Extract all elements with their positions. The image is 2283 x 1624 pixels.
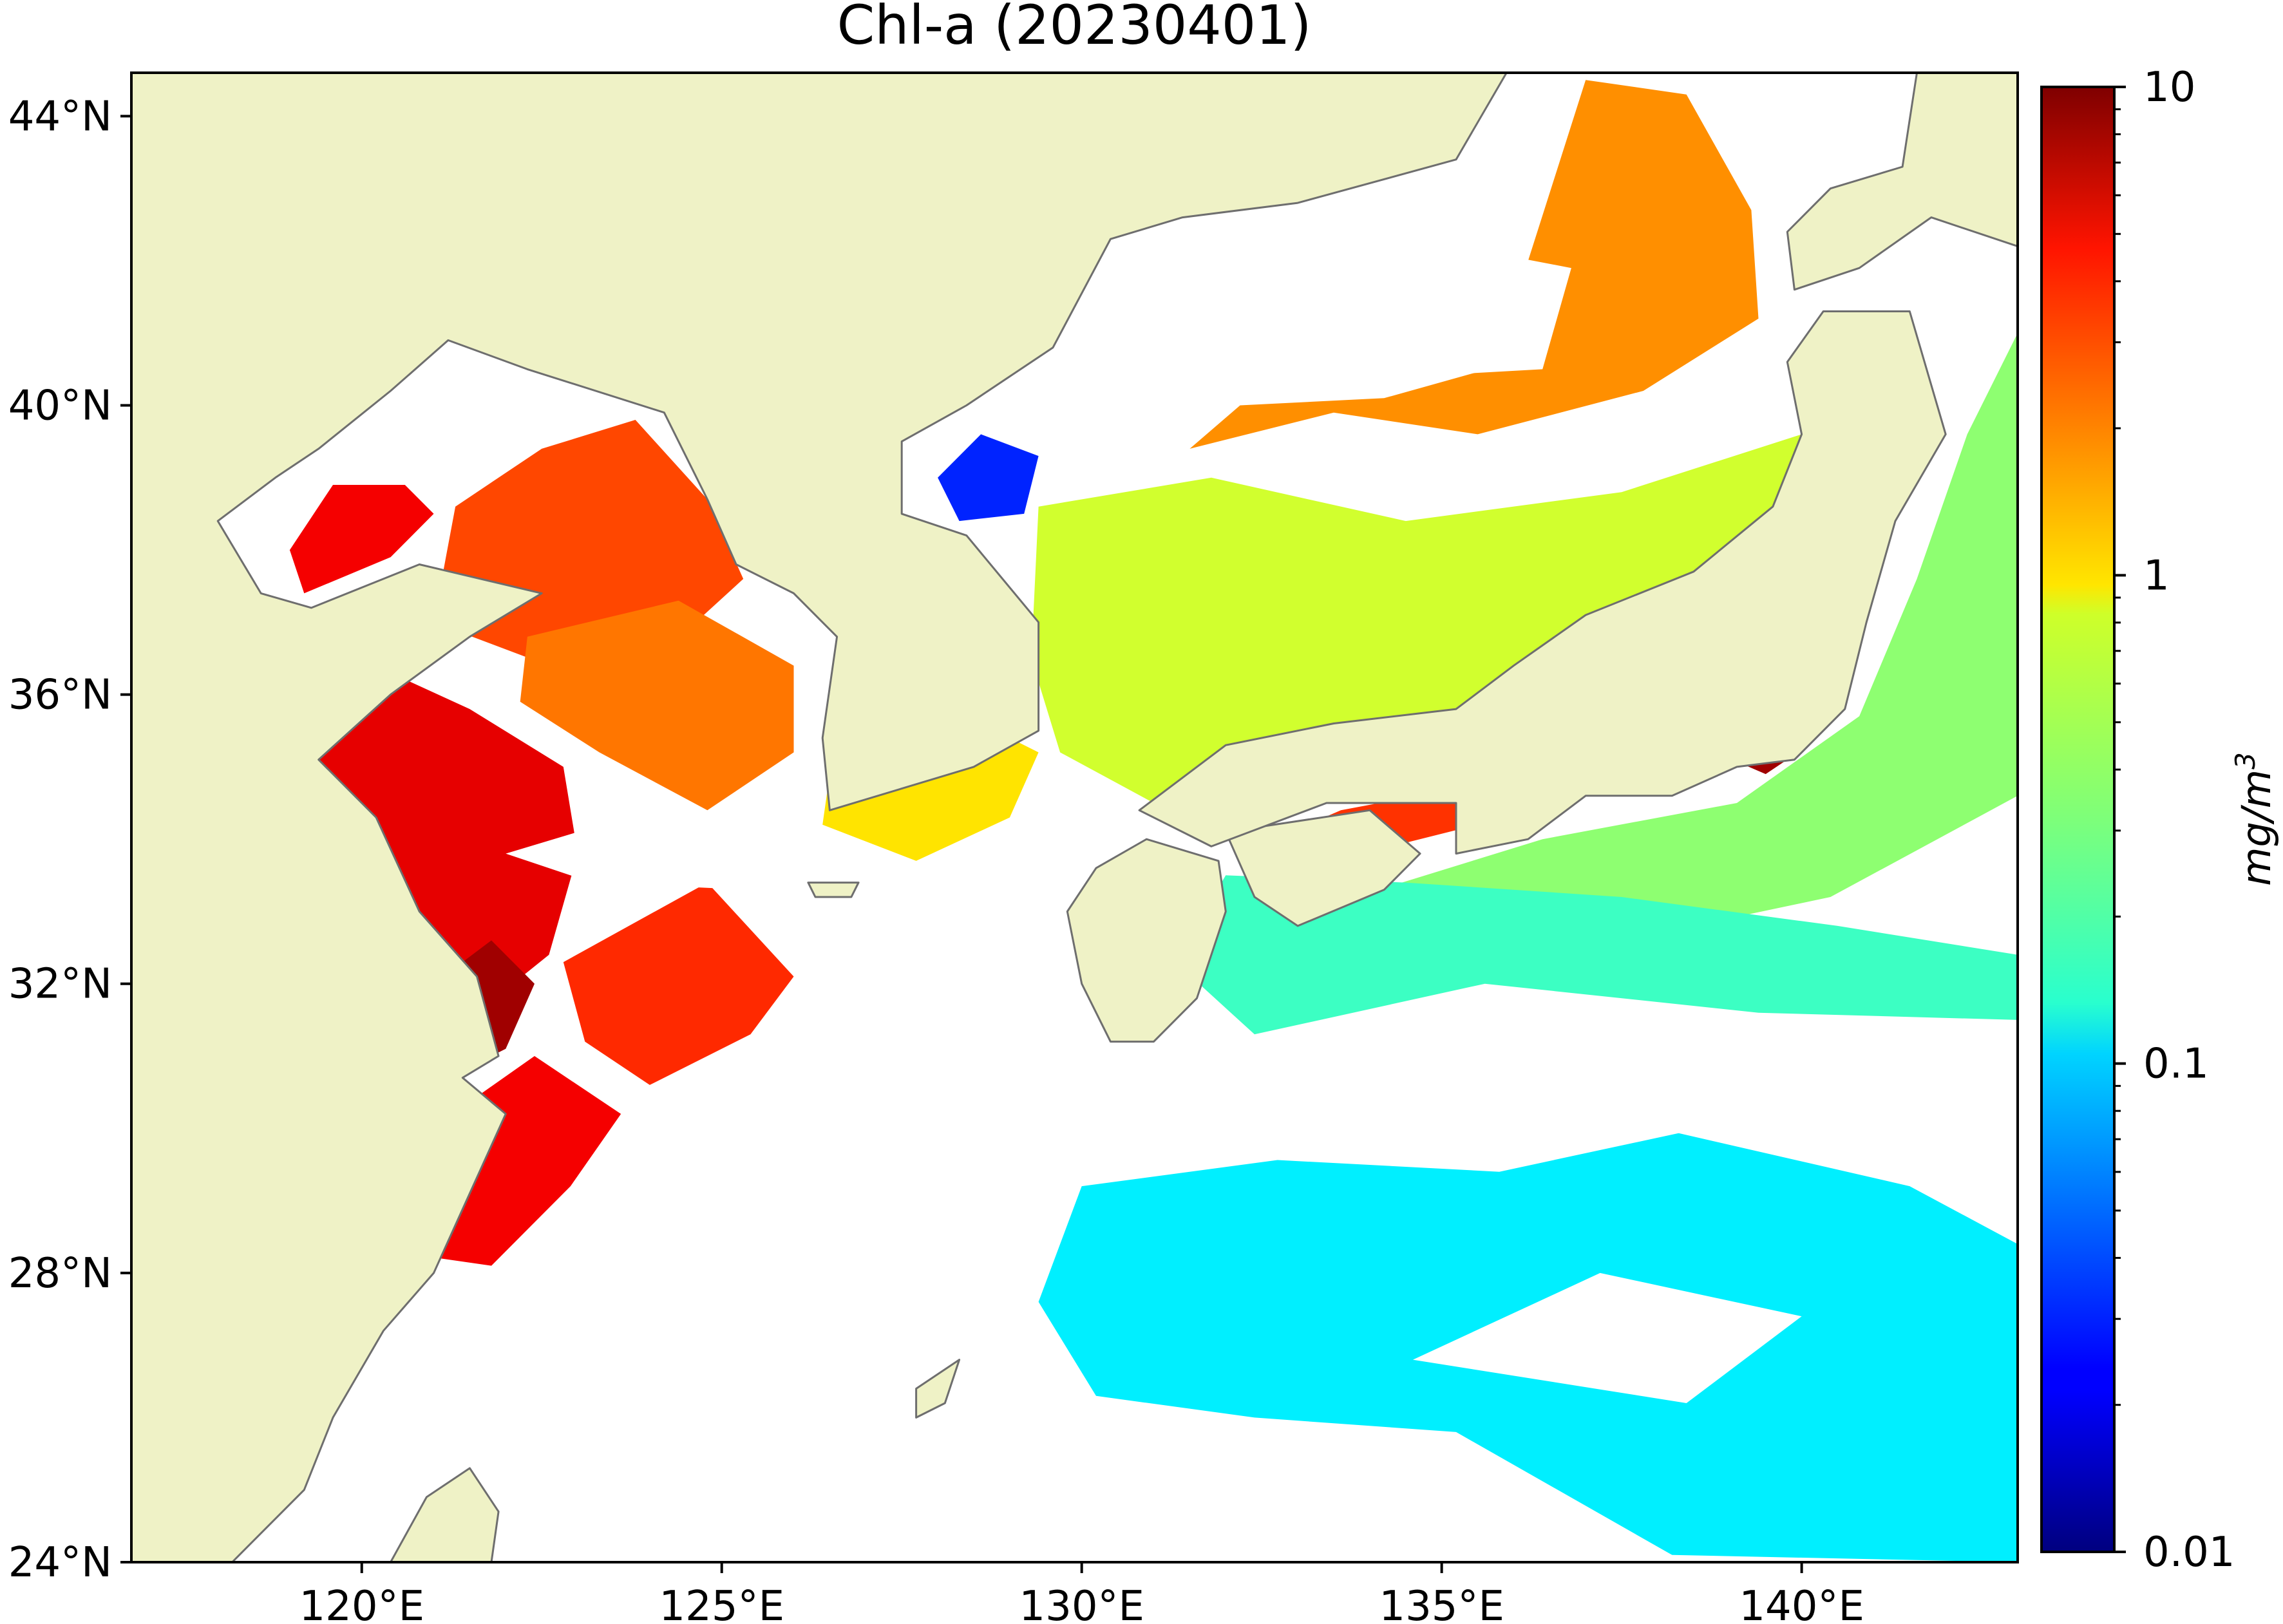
x-tick-label: 130°E xyxy=(1019,1583,1144,1624)
chl-region xyxy=(563,882,794,1085)
y-axis: 24°N 28°N 32°N 36°N 40°N 44°N xyxy=(8,93,131,1587)
chl-region xyxy=(1175,875,2018,1035)
x-tick-label: 125°E xyxy=(659,1583,784,1624)
chl-region xyxy=(304,672,578,1013)
chl-region xyxy=(1031,434,1824,803)
landmass xyxy=(1224,809,1421,927)
chl-region xyxy=(289,485,434,594)
x-tick-label: 120°E xyxy=(299,1583,424,1624)
landmass xyxy=(1786,73,2018,291)
y-tick-label: 44°N xyxy=(8,93,112,140)
colorbar-tick-label: 10 xyxy=(2143,64,2195,111)
y-tick-label: 32°N xyxy=(8,961,112,1008)
landmass xyxy=(915,1359,961,1419)
colorbar-gradient xyxy=(2040,86,2116,1553)
landmass xyxy=(390,1467,500,1562)
chl-region xyxy=(520,600,794,811)
colorbar-tick-label: 0.01 xyxy=(2143,1529,2235,1576)
chl-region xyxy=(938,434,1039,522)
landmass xyxy=(1138,310,1947,855)
colorbar-unit-exponent: 3 xyxy=(2230,752,2261,770)
landmass xyxy=(807,882,860,898)
map-area xyxy=(131,73,2018,1562)
cloud-gap xyxy=(649,998,1802,1172)
map-frame xyxy=(130,71,2019,1563)
y-tick-label: 24°N xyxy=(8,1539,112,1587)
y-tick-label: 40°N xyxy=(8,382,112,430)
chlorophyll-layer xyxy=(289,80,2018,1562)
colorbar: 10 1 0.1 0.01 mg/m3 xyxy=(2040,64,2280,1576)
landmass xyxy=(1066,838,1227,1043)
cloud-gap xyxy=(1412,1272,1802,1403)
landmass xyxy=(131,73,1508,1562)
chart-title: Chl-a (20230401) xyxy=(837,0,1312,57)
colorbar-unit: mg/m xyxy=(2233,770,2280,886)
chl-region xyxy=(1355,333,2018,955)
x-axis: 120°E 125°E 130°E 135°E 140°E xyxy=(299,1562,1864,1624)
land-layer xyxy=(131,73,2018,1562)
chl-region xyxy=(1189,80,1759,449)
y-tick-label: 28°N xyxy=(8,1250,112,1298)
colorbar-tick-label: 1 xyxy=(2143,552,2170,600)
colorbar-ticks: 10 1 0.1 0.01 xyxy=(2114,64,2235,1576)
colorbar-tick-label: 0.1 xyxy=(2143,1041,2209,1088)
cloud-gap xyxy=(506,810,794,890)
cloud-gap xyxy=(1067,239,1571,478)
y-tick-label: 36°N xyxy=(8,672,112,719)
colorbar-label: mg/m3 xyxy=(2230,752,2280,886)
x-tick-label: 140°E xyxy=(1739,1583,1864,1624)
x-tick-label: 135°E xyxy=(1379,1583,1504,1624)
